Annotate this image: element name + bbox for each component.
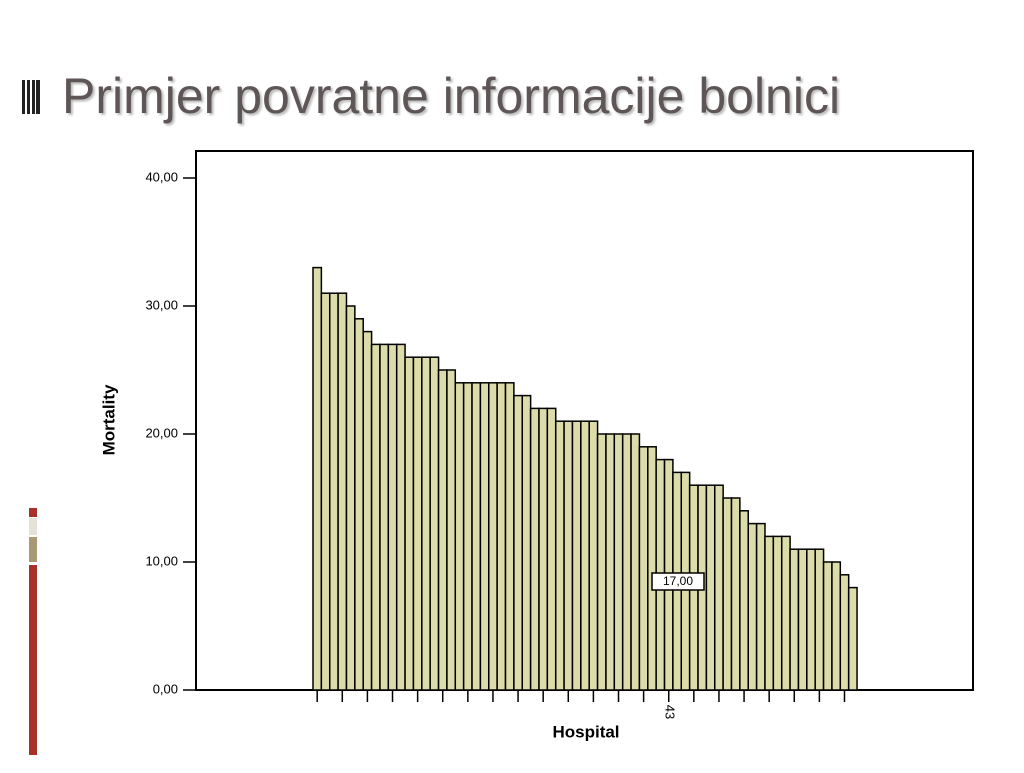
- bar: [831, 561, 842, 691]
- bar: [563, 420, 574, 691]
- bar: [404, 356, 415, 691]
- bar: [479, 382, 490, 691]
- bar: [730, 497, 741, 691]
- deco: [29, 508, 37, 517]
- bar: [714, 484, 724, 691]
- slide-title: Primjer povratne informacije bolnici: [62, 68, 840, 124]
- bar: [513, 394, 524, 691]
- bar: [814, 548, 825, 691]
- bar: [613, 433, 624, 691]
- bar: [797, 548, 808, 691]
- bar: [521, 394, 532, 691]
- bar: [496, 382, 507, 691]
- bar: [429, 356, 440, 691]
- bar: [395, 343, 406, 691]
- bar: [847, 586, 858, 691]
- bar: [806, 548, 816, 691]
- bar: [387, 343, 398, 691]
- x-axis-label: Hospital: [552, 722, 619, 741]
- bar: [370, 343, 381, 691]
- y-tick-label: 10,00: [145, 553, 178, 568]
- title-icon: [22, 80, 40, 114]
- bar: [772, 535, 783, 691]
- y-axis-label: Mortality: [99, 384, 118, 455]
- annotation-box: [651, 572, 705, 591]
- bar: [554, 420, 565, 691]
- bar: [839, 574, 850, 691]
- bar: [822, 561, 833, 691]
- bar: [596, 433, 607, 691]
- x-tick-label: 43: [662, 705, 677, 719]
- bar: [546, 407, 557, 691]
- bar: [538, 407, 549, 691]
- bar: [337, 292, 348, 691]
- bar: [638, 446, 649, 691]
- bar: [722, 497, 733, 691]
- bar: [421, 356, 431, 691]
- bar: [747, 522, 758, 691]
- bar: [630, 433, 641, 691]
- bar: [504, 382, 515, 691]
- bar: [755, 522, 766, 691]
- bar: [320, 292, 331, 691]
- deco: [29, 537, 37, 562]
- deco: [29, 518, 37, 535]
- y-tick-label: 0,00: [153, 681, 178, 696]
- bar: [647, 446, 657, 691]
- bar: [605, 433, 616, 691]
- bar: [739, 510, 749, 691]
- bar: [446, 369, 457, 691]
- bar: [312, 266, 323, 691]
- bar: [412, 356, 423, 691]
- bar: [789, 548, 800, 691]
- bar: [529, 407, 540, 691]
- bar: [580, 420, 590, 691]
- bar: [345, 305, 356, 691]
- bar: [705, 484, 716, 691]
- bar: [454, 382, 465, 691]
- bar: [571, 420, 582, 691]
- bar: [588, 420, 599, 691]
- bar: [328, 292, 339, 691]
- bar: [362, 330, 373, 691]
- bar: [379, 343, 390, 691]
- bar: [764, 535, 775, 691]
- bar: [780, 535, 791, 691]
- bar: [471, 382, 482, 691]
- bar: [354, 318, 364, 691]
- y-tick-label: 40,00: [145, 169, 178, 184]
- bar: [462, 382, 473, 691]
- bar: [488, 382, 498, 691]
- y-tick-label: 20,00: [145, 425, 178, 440]
- annotation: 17,00: [663, 574, 693, 588]
- y-tick-label: 30,00: [145, 297, 178, 312]
- deco: [29, 565, 37, 755]
- bar: [437, 369, 448, 691]
- bar: [621, 433, 632, 691]
